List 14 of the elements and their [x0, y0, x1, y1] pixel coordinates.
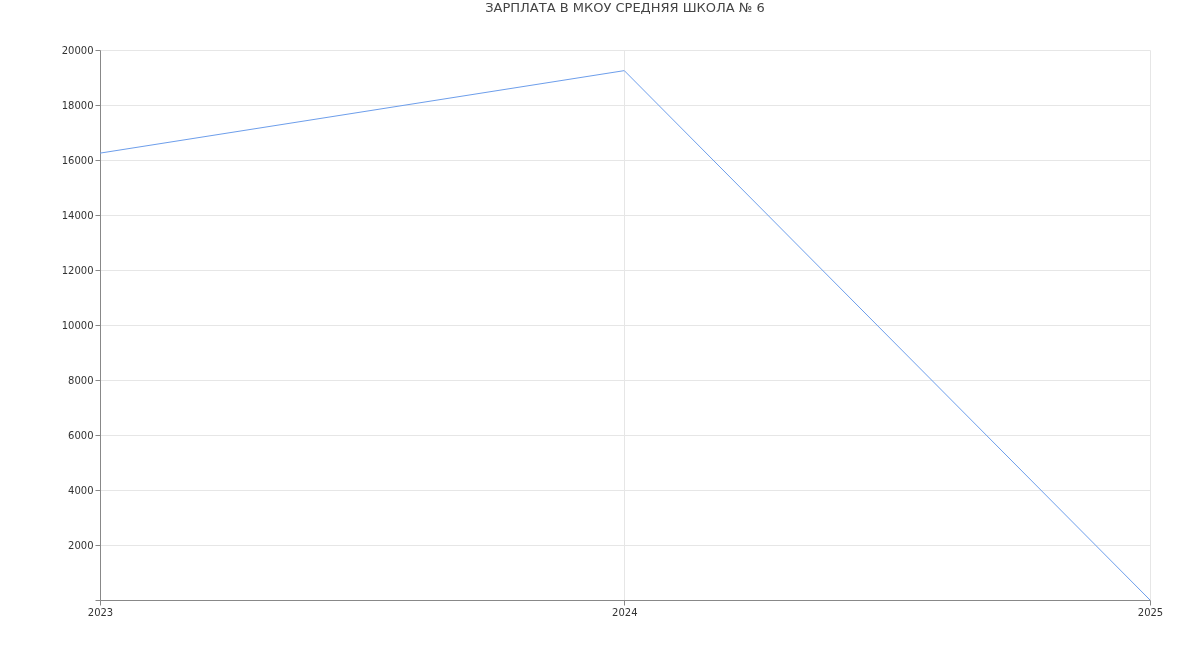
- x-tick-label: 2024: [612, 606, 638, 618]
- y-tick-label: 20000: [61, 44, 94, 56]
- chart-title: ЗАРПЛАТА В МКОУ СРЕДНЯЯ ШКОЛА № 6: [485, 0, 765, 15]
- y-tick-label: 10000: [61, 319, 94, 331]
- x-tick-label: 2023: [87, 606, 114, 618]
- x-tick-label: 2025: [1137, 606, 1164, 618]
- y-tick-label: 8000: [68, 374, 94, 386]
- y-tick-label: 2000: [68, 539, 94, 551]
- y-tick-label: 6000: [68, 429, 94, 441]
- y-tick-label: 14000: [61, 209, 94, 221]
- y-tick-label: 16000: [61, 154, 94, 166]
- y-tick-label: 4000: [68, 484, 94, 496]
- y-tick-label: 12000: [61, 264, 94, 276]
- y-tick-label: 18000: [61, 99, 94, 111]
